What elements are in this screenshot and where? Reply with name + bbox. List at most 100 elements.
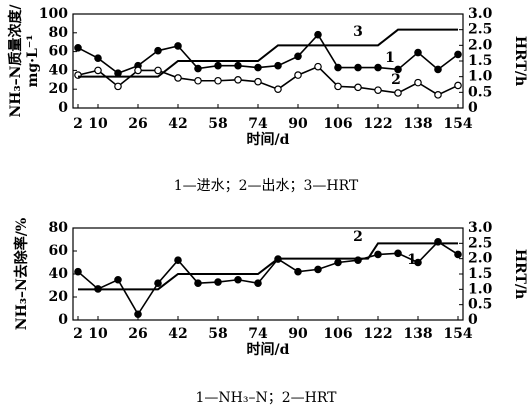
x-tick-label: 42 — [168, 326, 187, 342]
plot-frame — [72, 227, 464, 321]
y2-tick-label: 1.0 — [468, 281, 493, 297]
x-tick-label: 138 — [403, 116, 432, 132]
y2-axis-label: HRT/h — [512, 249, 528, 299]
x-tick-label: 90 — [288, 326, 308, 342]
x-tick-label: 2 — [73, 116, 83, 132]
data-point — [94, 54, 102, 62]
y-tick-label: 20 — [49, 289, 69, 305]
data-point — [194, 64, 202, 73]
x-tick-label: 122 — [363, 116, 392, 132]
y-tick-label: 40 — [49, 266, 69, 282]
data-point — [394, 65, 402, 74]
data-point — [94, 66, 102, 75]
data-point — [414, 258, 422, 267]
y-tick-label: 80 — [49, 220, 69, 236]
x-tick-label: 154 — [443, 326, 472, 342]
plot-frame — [72, 13, 464, 109]
x-tick-label: 58 — [208, 116, 227, 132]
y2-axis-label: HRT/h — [512, 36, 528, 86]
y2-tick-label: 1.0 — [468, 69, 493, 85]
data-point — [174, 256, 182, 265]
data-point — [294, 52, 302, 61]
y-tick-label: 0 — [58, 312, 68, 328]
data-point — [414, 78, 422, 87]
y-tick-label: 0 — [58, 100, 68, 116]
x-tick-label: 10 — [88, 116, 108, 132]
data-point — [334, 258, 342, 267]
y2-tick-label: 1.5 — [468, 53, 492, 69]
y-axis-label: mg·L⁻¹ — [25, 35, 41, 88]
x-tick-label: 10 — [88, 326, 108, 342]
data-point — [294, 71, 302, 79]
y2-tick-label: 0.5 — [468, 297, 492, 313]
data-point — [214, 61, 222, 70]
y2-tick-label: 3.0 — [468, 220, 493, 236]
data-point — [334, 63, 342, 72]
data-point — [214, 76, 222, 85]
data-point — [154, 46, 162, 55]
data-point — [334, 82, 342, 91]
y2-tick-label: 0 — [468, 312, 478, 328]
data-point — [114, 275, 122, 284]
data-point — [394, 89, 402, 97]
x-tick-label: 74 — [248, 116, 268, 132]
data-point — [314, 30, 322, 39]
x-axis-label: 时间/d — [247, 341, 290, 358]
y2-tick-label: 2.0 — [468, 37, 493, 53]
x-tick-label: 154 — [443, 116, 472, 132]
y2-tick-label: 2.5 — [468, 22, 492, 38]
data-point — [214, 278, 222, 286]
caption: 1—NH₃–N；2—HRT — [196, 390, 338, 406]
x-axis-label: 时间/d — [247, 131, 290, 148]
data-point — [414, 48, 422, 57]
annotation: 3 — [353, 24, 363, 40]
data-point — [154, 279, 162, 288]
annotation: 1 — [385, 50, 395, 66]
annotation: 2 — [391, 72, 401, 88]
y-axis-label: NH₃–N质量浓度/ — [7, 4, 24, 118]
y-tick-label: 60 — [49, 44, 69, 60]
data-point — [314, 265, 322, 274]
data-point — [114, 82, 122, 91]
data-point — [114, 69, 122, 78]
data-point — [154, 66, 162, 75]
data-point — [314, 62, 322, 71]
x-tick-label: 26 — [128, 116, 147, 132]
data-point — [454, 50, 462, 59]
series-line — [78, 28, 458, 78]
data-point — [274, 85, 282, 94]
y2-tick-label: 2.5 — [468, 235, 492, 251]
y-tick-label: 20 — [49, 81, 69, 97]
caption: 1—进水；2—出水；3—HRT — [174, 178, 359, 194]
y-tick-label: 100 — [39, 6, 68, 22]
data-point — [374, 250, 382, 259]
data-point — [434, 65, 442, 74]
x-tick-label: 74 — [248, 326, 268, 342]
y-tick-label: 80 — [49, 25, 69, 41]
y2-tick-label: 3.0 — [468, 6, 493, 22]
data-point — [234, 61, 242, 70]
data-point — [274, 61, 282, 70]
data-point — [134, 66, 142, 75]
x-tick-label: 90 — [288, 116, 308, 132]
data-point — [394, 249, 402, 258]
data-point — [74, 267, 82, 276]
data-point — [134, 310, 142, 319]
data-point — [374, 86, 382, 94]
data-point — [374, 63, 382, 72]
x-tick-label: 106 — [323, 326, 352, 342]
series-line — [78, 242, 458, 291]
data-point — [254, 279, 262, 288]
y2-tick-label: 1.5 — [468, 266, 492, 282]
data-point — [354, 63, 362, 72]
data-point — [194, 279, 202, 288]
data-point — [234, 76, 242, 84]
annotation: 1 — [407, 252, 417, 268]
y2-tick-label: 2.0 — [468, 251, 493, 267]
y-tick-label: 40 — [49, 62, 69, 78]
x-tick-label: 122 — [363, 326, 392, 342]
x-tick-label: 58 — [208, 326, 227, 342]
data-point — [254, 77, 262, 86]
data-point — [194, 76, 202, 85]
